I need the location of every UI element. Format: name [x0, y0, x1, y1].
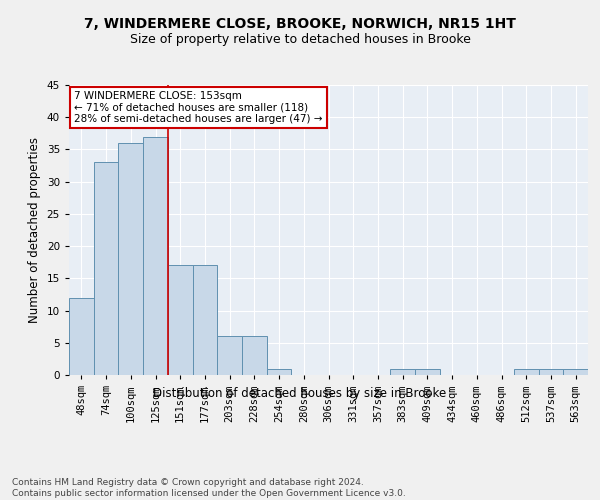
Y-axis label: Number of detached properties: Number of detached properties	[28, 137, 41, 323]
Bar	[193, 266, 217, 375]
Text: Contains HM Land Registry data © Crown copyright and database right 2024.
Contai: Contains HM Land Registry data © Crown c…	[12, 478, 406, 498]
Bar	[390, 368, 415, 375]
Text: 7 WINDERMERE CLOSE: 153sqm
← 71% of detached houses are smaller (118)
28% of sem: 7 WINDERMERE CLOSE: 153sqm ← 71% of deta…	[74, 91, 323, 124]
Bar	[415, 368, 440, 375]
Bar	[563, 368, 588, 375]
Bar	[242, 336, 267, 375]
Text: Size of property relative to detached houses in Brooke: Size of property relative to detached ho…	[130, 32, 470, 46]
Bar	[69, 298, 94, 375]
Bar	[539, 368, 563, 375]
Bar	[514, 368, 539, 375]
Bar	[217, 336, 242, 375]
Text: 7, WINDERMERE CLOSE, BROOKE, NORWICH, NR15 1HT: 7, WINDERMERE CLOSE, BROOKE, NORWICH, NR…	[84, 18, 516, 32]
Text: Distribution of detached houses by size in Brooke: Distribution of detached houses by size …	[154, 388, 446, 400]
Bar	[118, 143, 143, 375]
Bar	[94, 162, 118, 375]
Bar	[143, 136, 168, 375]
Bar	[168, 266, 193, 375]
Bar	[267, 368, 292, 375]
